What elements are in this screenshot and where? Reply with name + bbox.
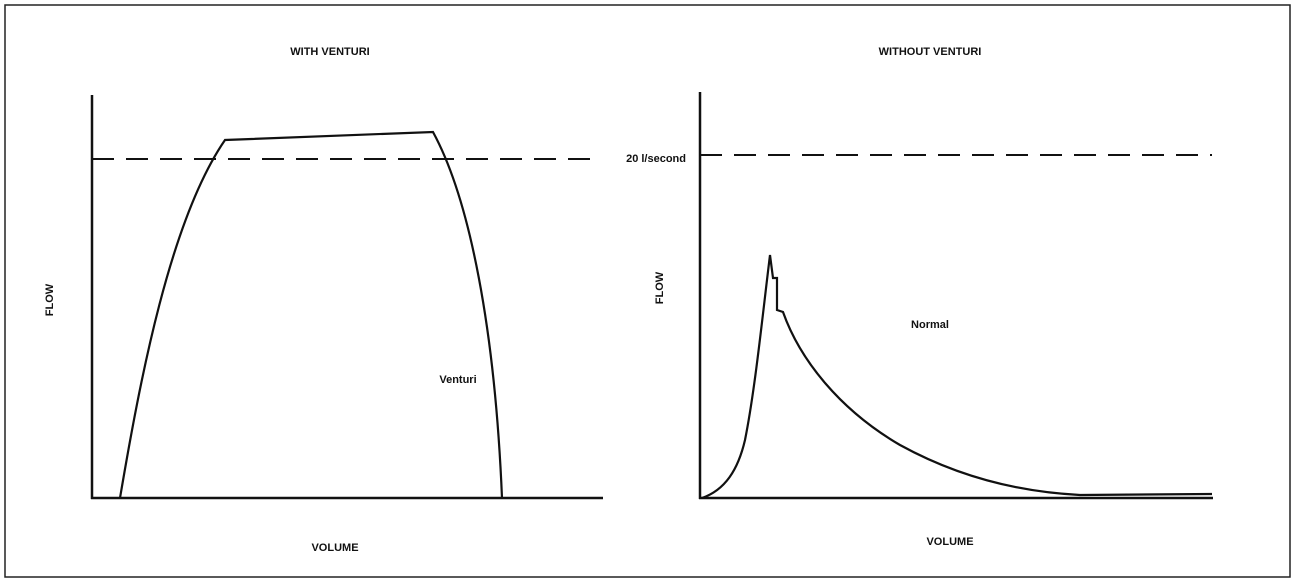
x-label: VOLUME — [926, 536, 973, 548]
panel-title: WITH VENTURI — [290, 46, 369, 58]
x-label: VOLUME — [311, 542, 358, 554]
panel-title: WITHOUT VENTURI — [879, 46, 982, 58]
curve-label: Normal — [911, 319, 949, 331]
y-label: FLOW — [44, 283, 56, 316]
frame — [4, 4, 1291, 578]
threshold-label: 20 l/second — [626, 153, 686, 165]
curve-label: Venturi — [439, 374, 476, 386]
venturi-curve — [118, 130, 504, 499]
normal-curve — [701, 254, 1213, 500]
y-label: FLOW — [654, 271, 666, 304]
